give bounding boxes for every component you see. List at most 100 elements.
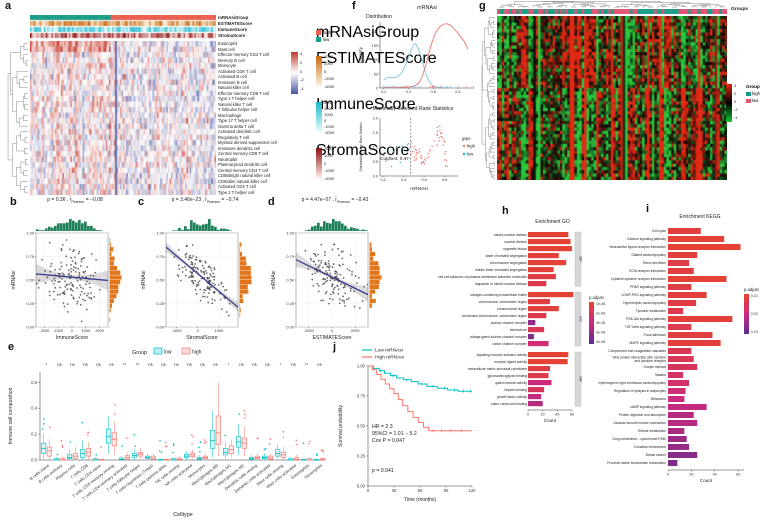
bar-label: PI3K-Akt signaling pathway xyxy=(626,317,666,321)
g-legend-swatch xyxy=(746,98,751,103)
legend-tick: 4000 xyxy=(324,53,333,59)
bar-label: Breast cancer xyxy=(646,453,667,457)
density-curve-low xyxy=(383,43,458,89)
panel-d-r-hat: r̂ xyxy=(335,197,337,203)
g-colorbar-tick: -4 xyxy=(734,115,738,120)
legend-label-low: low xyxy=(164,350,172,356)
survival-axis-label: Survival probability xyxy=(338,405,344,447)
g-colorbar-tick: -2 xyxy=(734,107,738,112)
j-legend-label-1: High mRNAsi xyxy=(375,355,404,361)
enrichment-bar xyxy=(528,359,568,365)
bar-label: Drug metabolism - cytochrome P450 xyxy=(612,437,666,441)
svg-text:20: 20 xyxy=(541,412,545,416)
padjust-gradient xyxy=(589,302,594,344)
box-low xyxy=(197,441,203,460)
significance-marker: ns xyxy=(174,362,178,367)
box-high xyxy=(150,453,157,460)
colorbar-tick: -4 xyxy=(300,86,304,92)
svg-text:0.00: 0.00 xyxy=(357,483,366,488)
heatmap-row-label: Immature B cell xyxy=(218,79,248,85)
panel-c-r-value: = −0.74 xyxy=(220,197,239,203)
enrichment-bar xyxy=(668,436,687,442)
panel-b-label: b xyxy=(10,196,17,208)
legend-gradient xyxy=(316,56,322,86)
enrichment-bar xyxy=(668,324,692,330)
significance-marker: ns xyxy=(96,362,100,367)
bar-label: Calcium signaling pathway xyxy=(627,237,666,241)
legend-tick: 1000 xyxy=(324,153,333,158)
padjust-tick: 4e-08 xyxy=(596,331,605,335)
enrichment-bar xyxy=(528,313,547,319)
svg-text:0: 0 xyxy=(527,412,529,416)
box-high xyxy=(98,446,104,461)
legend-tick: -2000 xyxy=(324,129,335,135)
heatmap-row-label: Memory B cell xyxy=(218,57,245,63)
svg-text:0.4: 0.4 xyxy=(401,178,406,182)
enrichment-bar xyxy=(528,327,545,333)
panel-i-barchart: Cell cycle Calcium signaling pathway Neuro… xyxy=(598,228,760,483)
panel-c-label: c xyxy=(138,196,145,208)
heatmap-row-label: Type 1 T helper cell xyxy=(218,96,255,101)
bar-label: receptor ligand activity xyxy=(494,360,527,364)
significance-marker: ** xyxy=(305,362,309,367)
svg-text:0.6: 0.6 xyxy=(431,90,436,94)
gridlines xyxy=(166,232,238,328)
bar-label: sulfur compound binding xyxy=(491,402,527,406)
enrichment-bar xyxy=(668,292,707,298)
svg-text:0.50: 0.50 xyxy=(26,277,34,282)
heatmap-row-label: Type 2 T helper cell xyxy=(218,189,255,195)
svg-text:-1000: -1000 xyxy=(172,328,183,333)
panel-g-group-annotation xyxy=(497,9,727,14)
svg-text:0.6: 0.6 xyxy=(31,380,37,385)
svg-text:-1000: -1000 xyxy=(53,328,64,333)
legend-tick: 3000 xyxy=(324,99,333,105)
panel-g-column-dendrogram xyxy=(499,1,726,8)
box-low xyxy=(40,418,47,459)
svg-text:0: 0 xyxy=(367,488,370,493)
panel-i-label: i xyxy=(646,203,650,215)
enrichment-bar xyxy=(528,366,550,372)
gridlines xyxy=(296,232,368,328)
svg-text:0: 0 xyxy=(667,472,669,476)
svg-text:40: 40 xyxy=(713,472,717,476)
rank-x-label: mRNAsi xyxy=(410,186,428,192)
bar-label: Arrhythmogenic right ventricular cardiom… xyxy=(598,381,666,385)
significance-marker: * xyxy=(46,362,48,367)
svg-text:1.00: 1.00 xyxy=(357,363,366,368)
svg-text:0.25: 0.25 xyxy=(26,301,34,306)
bar-label: organelle fission xyxy=(503,247,527,251)
time-axis-label: Time (months) xyxy=(404,497,436,503)
panel-d-r-sub: Pearson xyxy=(336,200,350,204)
padjust-tick: 1e-08 xyxy=(596,302,605,306)
y-axis-label: Immune cell composition xyxy=(8,387,14,444)
svg-text:1.00: 1.00 xyxy=(26,230,34,235)
heatmap-row-label: Immature dendritic cell xyxy=(218,145,261,151)
panel-d-stats: p = 4.47e−07 , r̂Pearson = −0.43 xyxy=(280,197,390,204)
enrichment-bar xyxy=(668,316,733,322)
facet-strip xyxy=(574,351,582,407)
enrichment-bar xyxy=(668,444,690,450)
significance-marker: ns xyxy=(70,362,74,367)
top-histogram xyxy=(36,219,102,231)
bar-label: Complement and coagulation cascades xyxy=(608,349,666,353)
facet-label: MF xyxy=(578,376,583,382)
box-low xyxy=(274,444,281,459)
enrichment-bar xyxy=(668,452,698,458)
enrichment-bar xyxy=(528,373,549,379)
regression-line xyxy=(35,273,109,282)
enrichment-bar xyxy=(668,228,701,234)
enrichment-bar xyxy=(528,239,571,245)
legend-item-low: low xyxy=(316,37,329,42)
count-axis-label: Count xyxy=(544,418,557,423)
legend-tick: -2000 xyxy=(324,76,335,81)
heatmap-row-label: Macrophage xyxy=(218,112,242,118)
grps-swatch-low xyxy=(462,152,466,156)
enrichment-bar xyxy=(668,244,741,250)
enrichment-bar xyxy=(668,236,725,242)
panel-g-label: g xyxy=(479,0,486,12)
y-axis-label: mRNAsi xyxy=(11,270,17,289)
box-low xyxy=(67,441,73,460)
bar-label: nuclear division xyxy=(504,240,527,244)
svg-text:0.50: 0.50 xyxy=(357,423,366,428)
svg-text:40: 40 xyxy=(555,412,559,416)
